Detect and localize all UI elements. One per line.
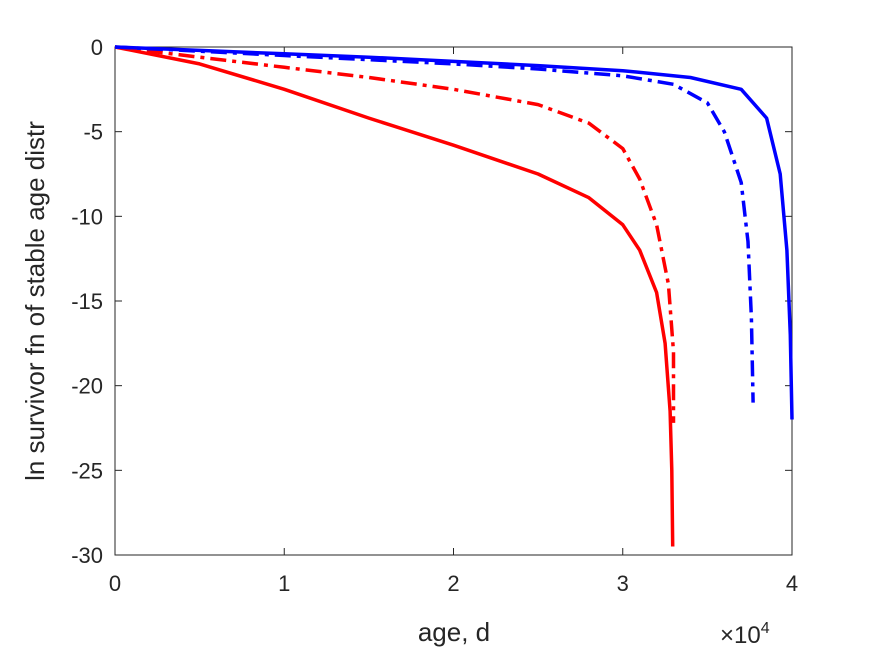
y-tick-label: -20 — [71, 374, 103, 399]
series-line-4 — [114, 45, 794, 420]
x-scale-multiplier: ×10 — [720, 622, 761, 649]
y-tick-label: -25 — [71, 458, 103, 483]
y-tick-label: -15 — [71, 289, 103, 314]
x-tick-label: 4 — [786, 571, 798, 596]
y-tick-label: 0 — [91, 35, 103, 60]
y-axis: 0 -5 -10 -15 -20 -25 -30 — [71, 35, 792, 568]
y-tick-label: -10 — [71, 204, 103, 229]
x-tick-label: 2 — [447, 571, 459, 596]
series-line-2 — [114, 45, 676, 423]
series-line-1 — [114, 45, 675, 547]
x-tick-label: 3 — [617, 571, 629, 596]
x-scale-exponent-label: ×104 — [720, 620, 770, 649]
x-scale-exponent: 4 — [761, 620, 770, 637]
x-tick-label: 0 — [109, 571, 121, 596]
y-tick-label: -5 — [83, 120, 103, 145]
x-tick-label: 1 — [278, 571, 290, 596]
series-layer — [114, 45, 794, 547]
series-line-3 — [114, 45, 755, 403]
y-tick-label: -30 — [71, 543, 103, 568]
x-axis-title: age, d — [418, 617, 490, 647]
y-axis-title: ln survivor fn of stable age distr — [20, 121, 50, 481]
plot-area — [114, 46, 793, 556]
x-axis: 0 1 2 3 4 — [109, 47, 798, 596]
